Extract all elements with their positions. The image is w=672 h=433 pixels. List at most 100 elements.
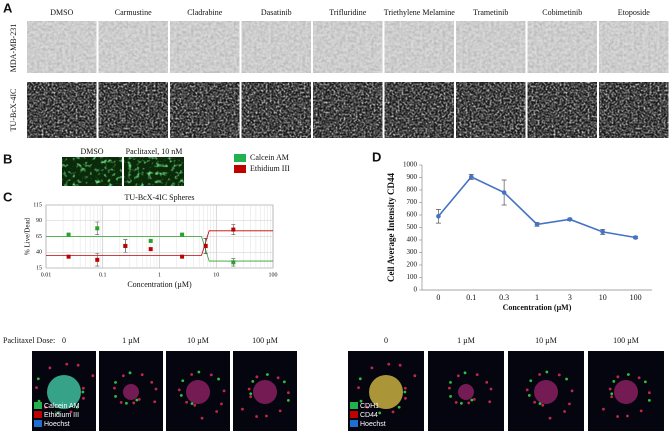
y-tick-label: 90 bbox=[36, 218, 42, 224]
cell bbox=[114, 380, 117, 384]
cell bbox=[249, 395, 253, 399]
y-axis-label: Cell Average Intensity CD44 bbox=[386, 172, 396, 282]
cell bbox=[538, 373, 542, 376]
cell bbox=[403, 390, 407, 394]
cell bbox=[472, 397, 476, 401]
spheroid bbox=[534, 380, 558, 404]
dose: 10 µM bbox=[535, 336, 557, 345]
legend-label: Hoechst bbox=[44, 421, 70, 428]
micrograph-texture bbox=[27, 82, 97, 138]
cell bbox=[647, 398, 651, 402]
point bbox=[180, 254, 185, 259]
cell bbox=[378, 411, 382, 415]
cell bbox=[485, 380, 489, 384]
cell bbox=[140, 373, 144, 377]
cell bbox=[217, 377, 220, 381]
legend-label: Hoechst bbox=[360, 421, 386, 428]
legend-label: Calcein AM bbox=[250, 153, 289, 162]
cell bbox=[81, 390, 85, 394]
y-axis-label: % Live/Dead bbox=[24, 217, 32, 255]
cell bbox=[193, 403, 197, 407]
micrograph-texture bbox=[170, 82, 240, 138]
cell bbox=[538, 402, 542, 406]
cell bbox=[529, 379, 533, 383]
cell bbox=[449, 380, 452, 384]
y-tick-label: 1000 bbox=[403, 161, 418, 169]
cell bbox=[397, 405, 401, 409]
micrograph-texture bbox=[599, 21, 669, 73]
micrograph-texture bbox=[527, 21, 597, 73]
row-label: MDA-MB-231 bbox=[9, 24, 18, 72]
point bbox=[231, 260, 236, 265]
cell bbox=[177, 388, 181, 392]
cell bbox=[460, 401, 463, 405]
cell bbox=[119, 401, 123, 404]
cell bbox=[391, 410, 395, 414]
micrograph-texture bbox=[456, 21, 526, 73]
point bbox=[501, 190, 507, 195]
x-tick-label: 3 bbox=[568, 293, 572, 302]
cell bbox=[358, 377, 362, 381]
cell bbox=[545, 370, 549, 374]
cell bbox=[602, 407, 605, 411]
cell bbox=[215, 410, 219, 413]
cell bbox=[44, 405, 47, 409]
y-tick-label: 115 bbox=[33, 202, 42, 208]
cell bbox=[448, 386, 451, 390]
micrograph-texture bbox=[98, 21, 168, 73]
cell bbox=[570, 389, 574, 393]
cell bbox=[470, 398, 474, 402]
cell bbox=[404, 396, 407, 400]
spheroid bbox=[614, 380, 638, 404]
point bbox=[95, 257, 100, 262]
micrograph-texture bbox=[456, 82, 526, 138]
cell bbox=[249, 392, 253, 396]
cell bbox=[197, 370, 201, 374]
line bbox=[437, 175, 636, 239]
cell bbox=[220, 402, 223, 406]
dose: 0 bbox=[62, 336, 66, 345]
y-tick-label: 300 bbox=[407, 248, 418, 256]
x-tick-label: 0 bbox=[436, 293, 440, 302]
y-tick-label: 900 bbox=[407, 173, 418, 181]
point bbox=[436, 213, 441, 219]
legend-swatch bbox=[350, 411, 358, 418]
cell bbox=[154, 387, 158, 391]
image-label: Paclitaxel, 10 nM bbox=[126, 147, 183, 156]
spheroid bbox=[123, 384, 139, 400]
y-tick-label: 0 bbox=[414, 286, 418, 294]
micrograph-texture bbox=[170, 21, 240, 73]
cell bbox=[81, 386, 85, 390]
cell bbox=[616, 415, 619, 418]
legend-label: Ethidium III bbox=[44, 412, 79, 419]
micrograph-texture bbox=[384, 82, 454, 138]
cell bbox=[181, 379, 185, 383]
spheroid bbox=[47, 375, 81, 409]
y-tick-label: 65 bbox=[36, 234, 42, 240]
cell bbox=[179, 393, 183, 397]
cell bbox=[65, 362, 69, 366]
cell bbox=[626, 373, 630, 376]
cell bbox=[387, 362, 391, 366]
x-tick-label: 0.01 bbox=[41, 272, 52, 278]
cell bbox=[456, 374, 460, 378]
cell bbox=[467, 401, 471, 405]
cell bbox=[222, 389, 226, 393]
cell bbox=[612, 379, 616, 383]
cell bbox=[541, 403, 545, 407]
cell bbox=[251, 379, 255, 383]
cell bbox=[637, 376, 641, 380]
cell bbox=[525, 388, 529, 392]
dose: 100 µM bbox=[252, 336, 278, 345]
x-axis-label: Concentration (µM) bbox=[503, 303, 572, 312]
cell bbox=[121, 374, 125, 378]
micrograph-texture bbox=[241, 21, 311, 73]
cell bbox=[527, 393, 531, 397]
micrograph-texture bbox=[599, 82, 669, 138]
cell bbox=[639, 409, 643, 413]
x-tick-label: 1 bbox=[535, 293, 539, 302]
cell bbox=[413, 374, 417, 378]
x-tick-label: 100 bbox=[630, 293, 642, 302]
x-axis-label: Concentration (µM) bbox=[127, 280, 192, 289]
point bbox=[123, 243, 128, 248]
